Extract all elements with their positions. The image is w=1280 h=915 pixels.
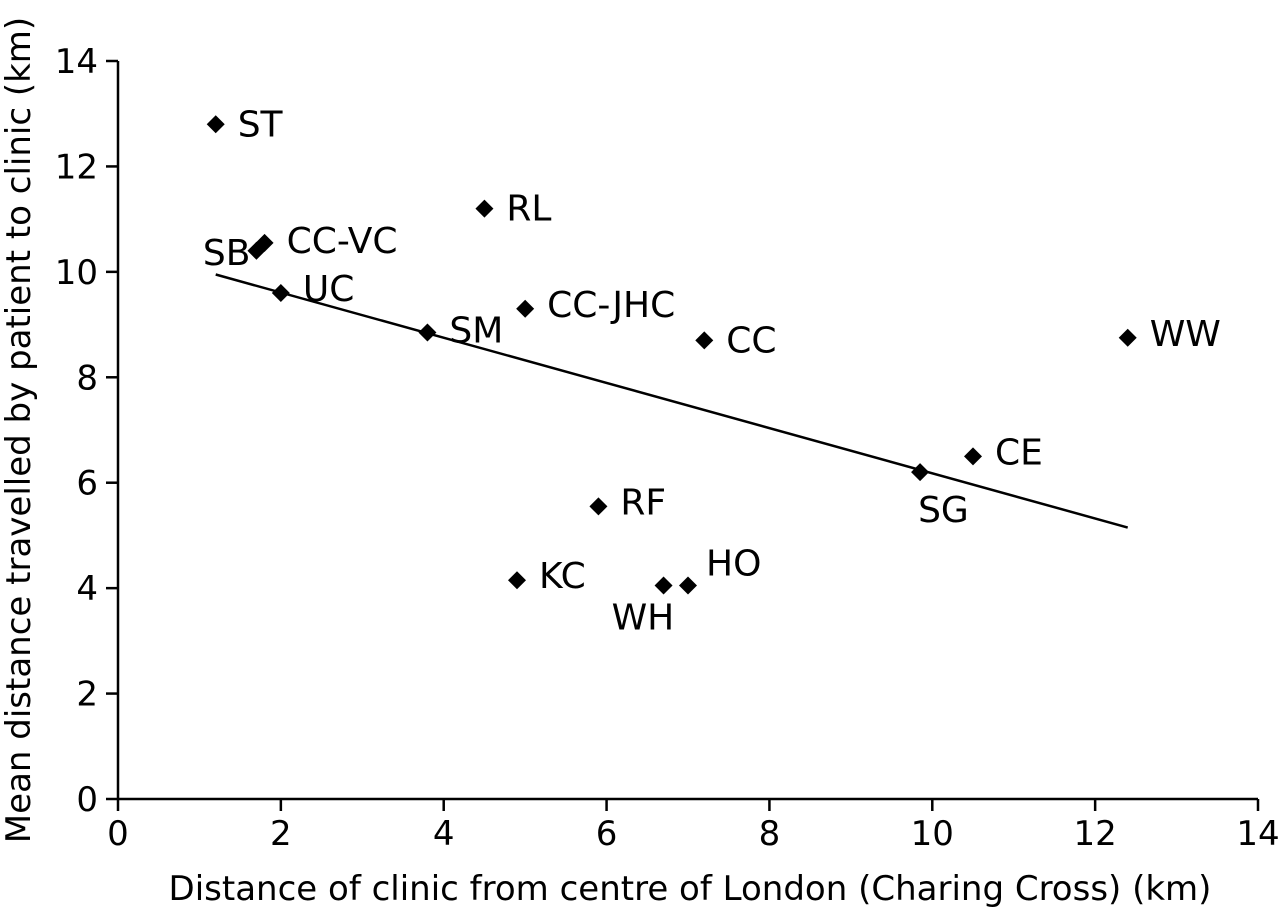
point-marker-sm	[418, 323, 437, 342]
point-marker-ce	[964, 447, 982, 466]
x-tick-label: 10	[911, 814, 954, 854]
point-label-sg: SG	[918, 490, 969, 531]
point-marker-cc-vc	[255, 233, 274, 252]
point-label-kc: KC	[539, 556, 586, 597]
point-label-ww: WW	[1150, 314, 1221, 355]
point-label-cc-vc: CC-VC	[287, 221, 398, 262]
point-label-cc: CC	[726, 320, 776, 361]
point-label-cc-jhc: CC-JHC	[547, 285, 675, 326]
point-label-sb: SB	[203, 233, 251, 274]
x-tick-label: 0	[107, 814, 129, 854]
point-marker-sg	[911, 463, 930, 482]
x-tick-label: 6	[596, 814, 618, 854]
points-group	[206, 115, 1137, 595]
point-marker-st	[206, 115, 225, 134]
x-tick-label: 12	[1074, 814, 1117, 854]
x-tick-label: 2	[270, 814, 292, 854]
y-tick-label: 6	[76, 464, 98, 504]
point-marker-rl	[475, 199, 494, 218]
regression-line	[215, 273, 1129, 529]
y-tick-label: 0	[76, 780, 98, 820]
x-tick-label: 8	[759, 814, 781, 854]
axes: 0 2 4 6 8 10 12 14 0 2 4 6 8 10 12 14	[55, 42, 1280, 854]
y-tick-label: 10	[55, 253, 98, 293]
point-label-rf: RF	[620, 482, 666, 523]
point-marker-ww	[1118, 328, 1137, 347]
trendline-group	[215, 273, 1129, 529]
point-label-st: ST	[238, 104, 284, 145]
x-axis-title: Distance of clinic from centre of London…	[169, 869, 1212, 909]
y-tick-label: 12	[55, 147, 98, 187]
point-label-rl: RL	[506, 189, 551, 230]
point-label-ce: CE	[995, 432, 1043, 473]
y-axis-title: Mean distance travelled by patient to cl…	[0, 17, 39, 843]
point-marker-uc	[271, 283, 290, 302]
point-marker-ho	[679, 576, 697, 595]
point-labels-group: ST SB CC-VC UC SM RL CC-JHC CC WW CE SG RF KC HO WH	[203, 104, 1221, 638]
y-tick-label: 14	[55, 42, 98, 82]
point-label-wh: WH	[612, 598, 675, 639]
point-marker-cc-jhc	[516, 299, 535, 318]
point-label-ho: HO	[706, 544, 761, 585]
point-marker-kc	[508, 571, 526, 590]
y-tick-label: 2	[76, 675, 98, 715]
y-tick-label: 8	[76, 358, 98, 398]
y-tick-label: 4	[76, 569, 98, 609]
x-tick-label: 4	[433, 814, 455, 854]
point-marker-wh	[654, 576, 673, 595]
point-marker-rf	[589, 497, 608, 516]
point-label-uc: UC	[303, 269, 355, 310]
x-tick-label: 14	[1236, 814, 1279, 854]
point-marker-cc	[695, 331, 714, 350]
point-label-sm: SM	[449, 310, 503, 351]
